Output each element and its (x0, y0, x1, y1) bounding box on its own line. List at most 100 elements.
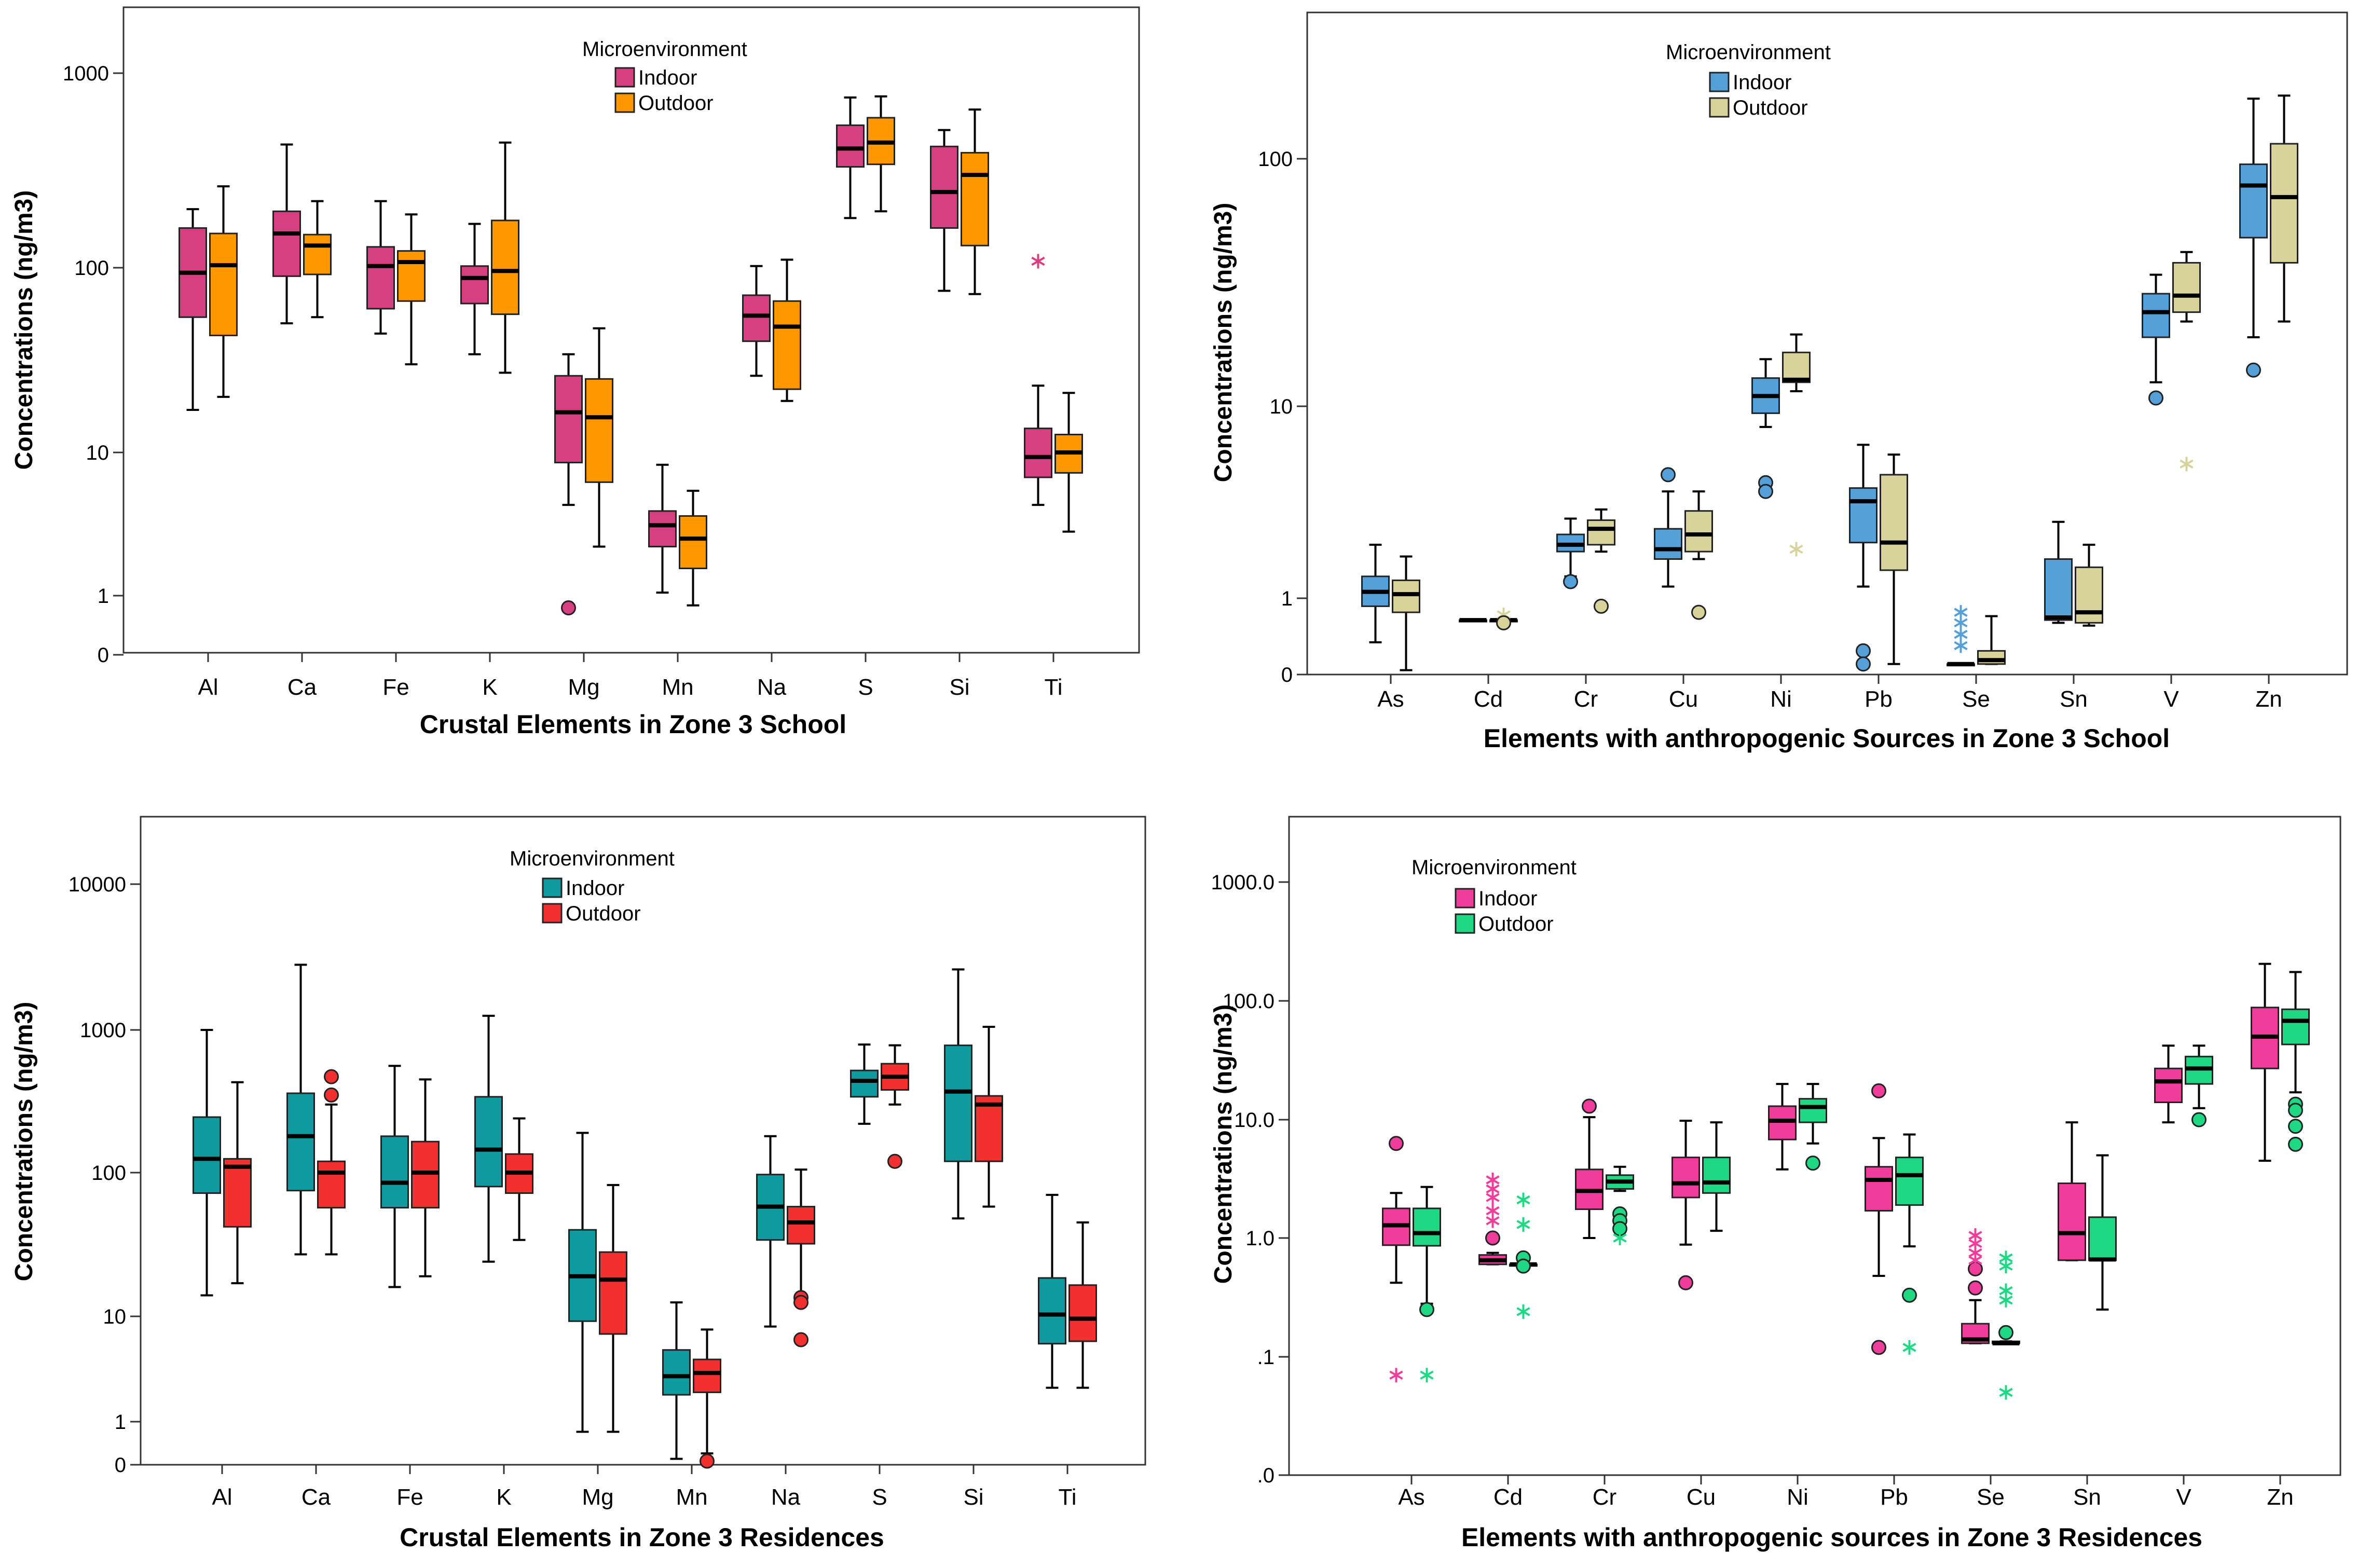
x-tick-label-mn: Mn (676, 1484, 707, 1510)
iqr-box (679, 515, 707, 569)
iqr-box (693, 1358, 721, 1393)
outlier-pb-indoor (1871, 1083, 1886, 1098)
box-v-indoor (2142, 273, 2170, 383)
box-pb-outdoor (1895, 1133, 1924, 1248)
iqr-box (975, 1095, 1003, 1162)
iqr-box (1880, 474, 1908, 571)
box-as-indoor (1361, 543, 1390, 643)
legend-title: Microenvironment (1412, 856, 1577, 879)
box-cr-outdoor (1606, 1165, 1634, 1192)
x-tick-label-v: V (2176, 1484, 2191, 1510)
iqr-box (366, 246, 395, 310)
x-tick-label-sn: Sn (2073, 1484, 2101, 1510)
legend-label-outdoor: Outdoor (1733, 97, 1808, 119)
box-mg-outdoor (599, 1184, 627, 1433)
iqr-box (474, 1096, 503, 1188)
box-na-outdoor (773, 258, 801, 402)
legend-label-indoor: Indoor (1478, 887, 1537, 910)
y-tick-label: 100 (1258, 148, 1293, 171)
box-cu-outdoor (1702, 1121, 1731, 1232)
iqr-box (773, 300, 801, 390)
outlier-mn-outdoor (700, 1453, 715, 1469)
x-tick-label-al: Al (212, 1484, 232, 1510)
outlier-s-outdoor (887, 1153, 902, 1169)
iqr-box (272, 210, 301, 277)
y-tick-label: 0 (115, 1454, 126, 1477)
y-tick-label: 1 (1281, 587, 1293, 610)
box-pb-indoor (1849, 444, 1878, 588)
outlier-v-indoor (2148, 390, 2163, 406)
iqr-box (648, 510, 677, 547)
x-tick-label-mn: Mn (662, 675, 693, 700)
outlier-ca-outdoor (324, 1087, 339, 1103)
box-mn-indoor (662, 1301, 691, 1460)
outlier-ni-indoor (1758, 484, 1773, 499)
outlier-pb-indoor (1856, 643, 1871, 658)
iqr-box (2075, 566, 2103, 624)
box-s-indoor (850, 1043, 879, 1125)
box-cr-outdoor (1587, 508, 1615, 553)
box-si-indoor (944, 968, 972, 1220)
x-tick-label-se: Se (1962, 686, 1990, 712)
outlier-star-v-outdoor (2180, 457, 2194, 472)
legend-label-outdoor: Outdoor (1478, 913, 1554, 936)
x-tick-label-al: Al (198, 675, 218, 700)
x-tick-label-si: Si (949, 675, 969, 700)
box-na-indoor (742, 265, 771, 377)
x-tick-label-sn: Sn (2060, 686, 2088, 712)
x-tick-label-na: Na (771, 1484, 801, 1510)
y-tick-label: 10000 (68, 873, 126, 896)
legend-label-outdoor: Outdoor (638, 92, 714, 115)
box-ti-outdoor (1068, 1221, 1097, 1389)
box-sn-outdoor (2088, 1154, 2117, 1311)
y-tick-label: 1 (115, 1411, 126, 1434)
iqr-box (2044, 558, 2073, 621)
y-tick-label: 100 (74, 257, 109, 280)
box-cd-indoor (1478, 1251, 1507, 1266)
outlier-cd-outdoor (1496, 615, 1511, 630)
x-tick-label-v: V (2163, 686, 2179, 712)
legend-label-indoor: Indoor (638, 66, 697, 89)
x-tick-label-ca: Ca (287, 675, 317, 700)
box-zn-outdoor (2281, 971, 2310, 1094)
box-zn-indoor (2239, 98, 2268, 339)
box-al-indoor (179, 208, 207, 411)
outlier-star-se-outdoor (1999, 1259, 2013, 1274)
outlier-cr-outdoor (1594, 598, 1609, 614)
iqr-box (1654, 528, 1682, 560)
box-si-indoor (930, 129, 958, 292)
iqr-box (2281, 1008, 2310, 1046)
outlier-zn-outdoor (2288, 1136, 2303, 1152)
outlier-star-se-outdoor (1999, 1292, 2013, 1308)
iqr-box (209, 232, 238, 336)
outlier-star-cd-outdoor (1516, 1304, 1530, 1319)
outlier-star-se-indoor (1954, 605, 1968, 620)
box-si-outdoor (961, 108, 989, 295)
box-ti-indoor (1024, 384, 1052, 506)
chart-tr: 0 1 10 100 Concentrations (ng/m3) Elements wi… (1210, 11, 2348, 753)
y-tick-label: 10.0 (1234, 1109, 1275, 1132)
box-sn-indoor (2058, 1121, 2086, 1261)
outlier-cd-indoor (1485, 1230, 1500, 1246)
box-al-outdoor (223, 1081, 252, 1285)
y-tick-label: 1 (98, 585, 109, 608)
box-k-indoor (460, 223, 489, 355)
box-v-outdoor (2172, 251, 2201, 323)
iqr-box (2154, 1067, 2183, 1104)
box-mg-outdoor (585, 327, 613, 548)
x-tick-label-ca: Ca (302, 1484, 331, 1510)
x-tick-label-mg: Mg (568, 675, 599, 700)
box-ni-indoor (1768, 1083, 1797, 1171)
x-tick-label-s: S (858, 675, 873, 700)
y-tick-label: .0 (1257, 1464, 1275, 1487)
box-se-outdoor (1977, 615, 2006, 665)
x-tick-label-zn: Zn (2255, 686, 2282, 712)
chart-bl: 0 1 10 100 1000 10000 Concentrations (ng/m3) Cr… (10, 816, 1146, 1552)
outlier-star-cr-outdoor (1613, 1231, 1627, 1245)
x-tick-label-zn: Zn (2267, 1484, 2293, 1510)
x-tick-label-na: Na (757, 675, 787, 700)
iqr-box (2270, 143, 2298, 264)
outlier-pb-indoor (1871, 1340, 1886, 1355)
box-v-indoor (2154, 1044, 2183, 1124)
